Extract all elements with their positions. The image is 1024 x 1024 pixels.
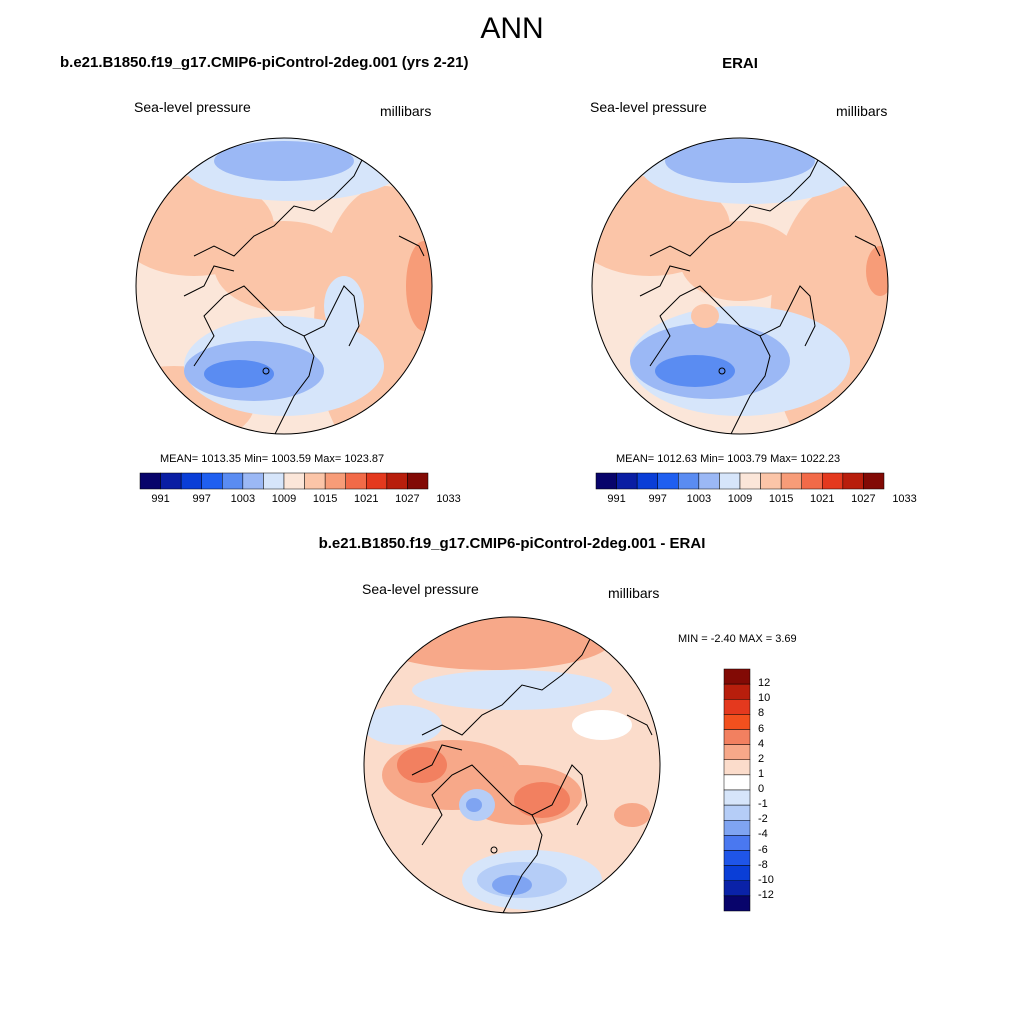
colorbar-tick-label: 1003: [230, 493, 256, 505]
colorbar-tick-label: 10: [758, 692, 771, 705]
colorbar-swatch: [723, 714, 751, 730]
obs-variable-label: Sea-level pressure: [590, 99, 707, 115]
case-stats: MEAN= 1013.35 Min= 1003.59 Max= 1023.87: [160, 453, 385, 465]
colorbar-swatch: [595, 472, 617, 490]
case-polar-map: [135, 137, 433, 435]
colorbar-swatch: [723, 668, 751, 685]
colorbar-swatch: [180, 472, 202, 490]
colorbar-swatch: [636, 472, 658, 490]
colorbar-swatch: [263, 472, 285, 490]
colorbar-swatch: [723, 729, 751, 745]
colorbar-swatch: [780, 472, 802, 490]
colorbar-swatch: [739, 472, 761, 490]
colorbar-tick-label: 997: [192, 493, 211, 505]
colorbar-swatch: [723, 804, 751, 821]
case-units-label: millibars: [380, 103, 432, 119]
colorbar-swatch: [863, 472, 885, 490]
colorbar-tick-label: 997: [648, 493, 667, 505]
colorbar-tick-label: 1009: [727, 493, 753, 505]
obs-stats: MEAN= 1012.63 Min= 1003.79 Max= 1022.23: [616, 453, 841, 465]
diff-colorbar: 12 10 8 6 4 2 1 0 -1 -2 -4 -6 -8 -10 -12: [723, 668, 804, 912]
colorbar-tick-label: 991: [151, 493, 170, 505]
case-colorbar-swatches: [139, 472, 429, 490]
obs-units-label: millibars: [836, 103, 888, 119]
colorbar-swatch: [366, 472, 388, 490]
colorbar-swatch: [345, 472, 367, 490]
colorbar-swatch: [222, 472, 244, 490]
colorbar-swatch: [801, 472, 823, 490]
colorbar-tick-label: 12: [758, 677, 771, 690]
diff-units-label: millibars: [608, 585, 660, 601]
diff-polar-map: [363, 616, 661, 914]
colorbar-tick-label: 1027: [851, 493, 876, 505]
colorbar-swatch: [723, 820, 751, 836]
colorbar-tick-label: 1027: [395, 493, 420, 505]
diff-variable-label: Sea-level pressure: [362, 581, 479, 597]
colorbar-tick-label: -1: [758, 798, 768, 811]
colorbar-swatch: [304, 472, 326, 490]
colorbar-tick-label: 1033: [892, 493, 917, 505]
colorbar-tick-label: -6: [758, 843, 768, 856]
colorbar-swatch: [616, 472, 638, 490]
season-title: ANN: [480, 12, 544, 45]
case-panel-title: b.e21.B1850.f19_g17.CMIP6-piControl-2deg…: [60, 54, 469, 71]
colorbar-tick-label: 4: [758, 737, 765, 750]
diff-minmax: MIN = -2.40 MAX = 3.69: [678, 633, 797, 645]
case-variable-label: Sea-level pressure: [134, 99, 251, 115]
colorbar-swatch: [201, 472, 223, 490]
colorbar-swatch: [723, 850, 751, 866]
colorbar-swatch: [407, 472, 429, 490]
colorbar-swatch: [723, 865, 751, 881]
colorbar-swatch: [723, 744, 751, 760]
colorbar-tick-label: 0: [758, 783, 765, 795]
colorbar-swatch: [386, 472, 408, 490]
diff-colorbar-swatches: [723, 668, 751, 912]
colorbar-swatch: [139, 472, 161, 490]
colorbar-swatch: [723, 699, 751, 715]
colorbar-swatch: [283, 472, 305, 490]
colorbar-swatch: [760, 472, 782, 490]
colorbar-tick-label: -8: [758, 858, 768, 871]
colorbar-tick-label: -10: [758, 873, 774, 886]
obs-colorbar-swatches: [595, 472, 885, 490]
colorbar-tick-label: 1: [758, 767, 765, 780]
colorbar-swatch: [160, 472, 182, 490]
colorbar-tick-label: 1021: [354, 493, 379, 505]
colorbar-tick-label: 1009: [271, 493, 297, 505]
obs-colorbar: 991 997 1003 1009 1015 1021 1027 1033: [595, 472, 917, 513]
colorbar-tick-label: 991: [607, 493, 626, 505]
colorbar-swatch: [242, 472, 264, 490]
colorbar-tick-label: 1015: [768, 493, 794, 505]
colorbar-tick-label: 8: [758, 707, 765, 720]
colorbar-tick-label: 1015: [312, 493, 338, 505]
colorbar-tick-label: 1003: [686, 493, 712, 505]
colorbar-swatch: [324, 472, 346, 490]
colorbar-swatch: [678, 472, 700, 490]
colorbar-swatch: [723, 895, 751, 912]
colorbar-tick-label: -2: [758, 813, 768, 826]
obs-panel-title: ERAI: [722, 55, 758, 72]
colorbar-swatch: [719, 472, 741, 490]
colorbar-tick-label: -4: [758, 828, 768, 841]
colorbar-tick-label: 1033: [436, 493, 461, 505]
colorbar-swatch: [822, 472, 844, 490]
colorbar-swatch: [698, 472, 720, 490]
obs-polar-map: [591, 137, 889, 435]
colorbar-tick-label: 2: [758, 752, 765, 765]
colorbar-tick-label: 6: [758, 722, 765, 735]
colorbar-swatch: [723, 835, 751, 851]
colorbar-swatch: [723, 774, 751, 791]
colorbar-swatch: [657, 472, 679, 490]
case-colorbar: 991 997 1003 1009 1015 1021 1027 1033: [139, 472, 461, 513]
colorbar-swatch: [723, 759, 751, 776]
diff-panel-title: b.e21.B1850.f19_g17.CMIP6-piControl-2deg…: [318, 535, 706, 552]
colorbar-swatch: [723, 880, 751, 897]
colorbar-tick-label: -12: [758, 888, 774, 901]
colorbar-swatch: [723, 683, 751, 700]
colorbar-swatch: [842, 472, 864, 490]
colorbar-tick-label: 1021: [810, 493, 835, 505]
colorbar-swatch: [723, 789, 751, 806]
